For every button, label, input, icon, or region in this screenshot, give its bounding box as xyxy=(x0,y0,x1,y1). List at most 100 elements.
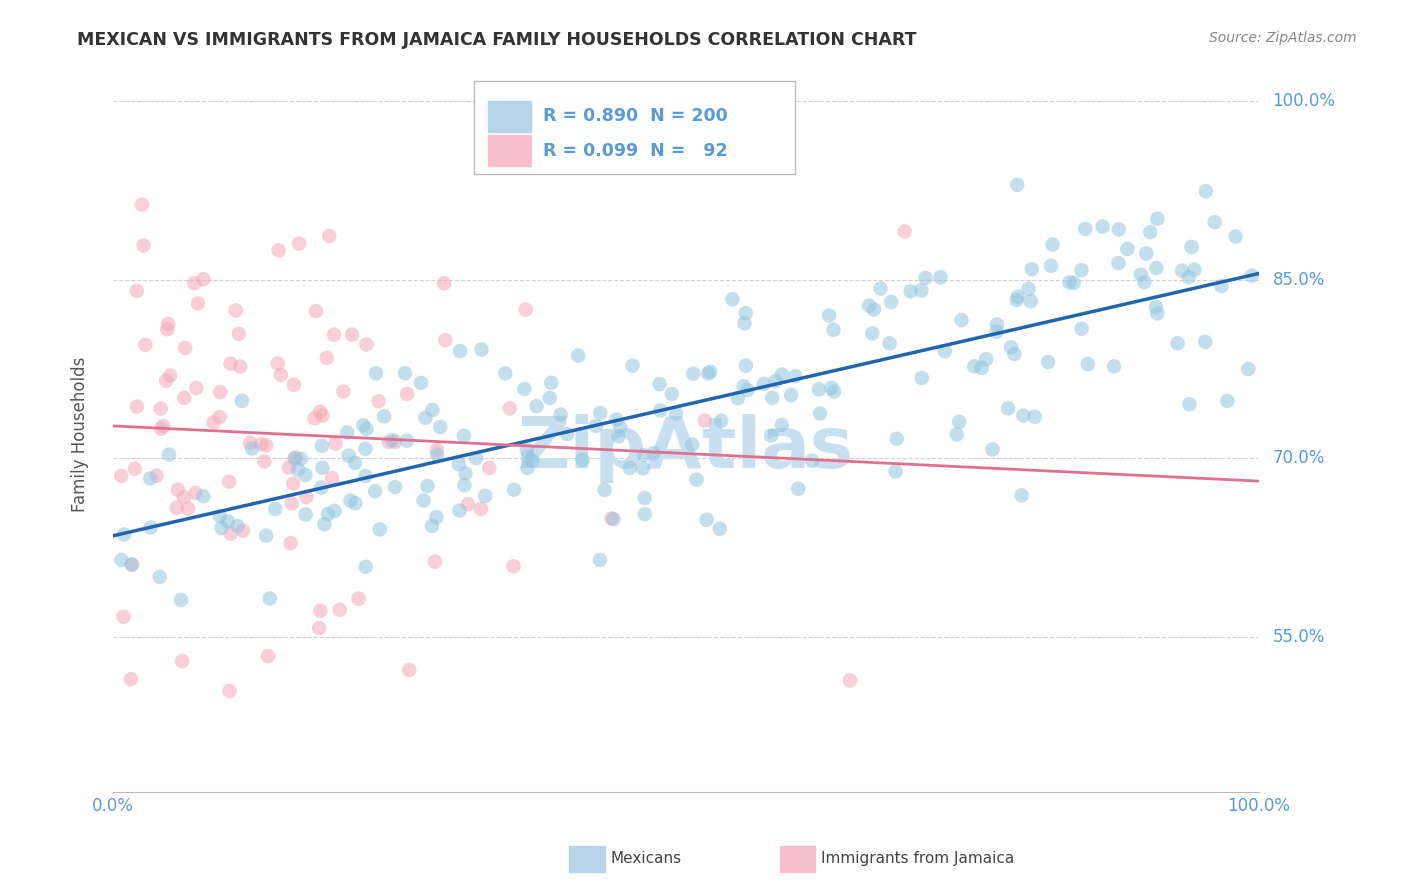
Point xyxy=(202,416,225,430)
FancyBboxPatch shape xyxy=(488,135,531,167)
Point xyxy=(208,508,231,523)
Point xyxy=(177,501,200,516)
Point xyxy=(264,502,287,516)
Point xyxy=(606,412,628,426)
Point xyxy=(336,425,359,440)
Point xyxy=(650,403,672,417)
Point xyxy=(347,591,370,606)
Text: R = 0.890  N = 200: R = 0.890 N = 200 xyxy=(543,107,727,125)
Point xyxy=(384,480,406,494)
Point xyxy=(839,673,862,688)
Point xyxy=(823,323,845,337)
Point xyxy=(710,414,733,428)
Point xyxy=(172,654,194,668)
Point xyxy=(112,527,135,541)
Point xyxy=(284,450,307,465)
Point xyxy=(340,327,363,342)
Point xyxy=(413,410,436,425)
Point xyxy=(1133,275,1156,289)
Point xyxy=(1004,347,1026,361)
Point xyxy=(914,271,936,285)
Point xyxy=(981,442,1004,457)
Point xyxy=(381,433,404,447)
Point xyxy=(1180,240,1202,254)
Point xyxy=(734,359,756,373)
Point xyxy=(721,293,744,307)
Point xyxy=(314,517,336,532)
Point xyxy=(1012,409,1035,423)
Point xyxy=(226,519,249,533)
Point xyxy=(145,468,167,483)
Point xyxy=(1005,293,1028,307)
Point xyxy=(124,462,146,476)
Point xyxy=(1070,322,1092,336)
Point xyxy=(1129,268,1152,282)
Point xyxy=(280,536,302,550)
Point xyxy=(156,322,179,336)
Point xyxy=(394,366,416,380)
Point xyxy=(1195,184,1218,198)
Point xyxy=(139,520,162,534)
Point xyxy=(155,374,177,388)
Point xyxy=(356,422,378,436)
Point xyxy=(308,621,330,635)
Point xyxy=(364,366,387,380)
Point xyxy=(986,325,1008,339)
Point xyxy=(184,486,207,500)
Point xyxy=(329,603,352,617)
Point xyxy=(900,285,922,299)
Point xyxy=(1171,263,1194,277)
Point xyxy=(209,385,232,400)
Point xyxy=(823,384,845,399)
Point xyxy=(225,303,247,318)
Point xyxy=(110,469,132,483)
Point xyxy=(131,197,153,211)
Point xyxy=(132,238,155,252)
Point xyxy=(696,513,718,527)
Text: 70.0%: 70.0% xyxy=(1272,450,1324,467)
FancyBboxPatch shape xyxy=(474,81,794,174)
Text: R = 0.099  N =   92: R = 0.099 N = 92 xyxy=(543,142,727,160)
Point xyxy=(499,401,522,416)
Point xyxy=(1021,262,1043,277)
Point xyxy=(157,448,180,462)
Point xyxy=(1070,263,1092,277)
Point xyxy=(934,344,956,359)
Point xyxy=(1007,289,1029,303)
Point xyxy=(571,453,593,467)
Point xyxy=(149,401,172,416)
Point xyxy=(422,403,444,417)
Point xyxy=(332,384,354,399)
FancyBboxPatch shape xyxy=(488,101,531,132)
Point xyxy=(893,225,915,239)
Point xyxy=(1167,336,1189,351)
Point xyxy=(368,522,391,536)
Point xyxy=(513,382,536,396)
Point xyxy=(125,400,148,414)
Point xyxy=(311,439,333,453)
Point xyxy=(697,367,720,381)
Point xyxy=(423,555,446,569)
Point xyxy=(621,359,644,373)
Point xyxy=(110,553,132,567)
Point xyxy=(311,409,333,423)
Point xyxy=(860,326,883,341)
Point xyxy=(858,299,880,313)
Point xyxy=(1063,276,1085,290)
Point xyxy=(503,483,526,497)
Point xyxy=(453,478,475,492)
Point xyxy=(974,352,997,367)
Point xyxy=(665,407,688,421)
Point xyxy=(218,684,240,698)
Point xyxy=(309,405,332,419)
Point xyxy=(219,357,242,371)
Point xyxy=(589,406,612,420)
Point xyxy=(1135,246,1157,260)
Point xyxy=(1144,300,1167,314)
Point xyxy=(607,429,630,443)
Point xyxy=(228,326,250,341)
Point xyxy=(323,327,346,342)
Point xyxy=(364,484,387,499)
Point xyxy=(240,442,263,456)
Point xyxy=(1139,225,1161,239)
